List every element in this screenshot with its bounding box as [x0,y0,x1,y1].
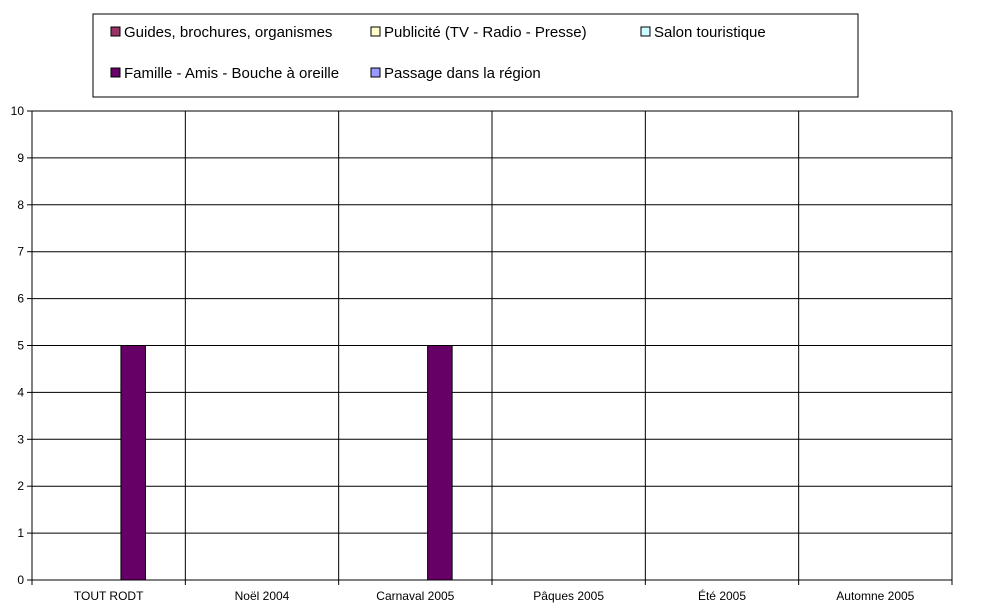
x-tick-label: Carnaval 2005 [376,589,454,603]
legend-swatch [110,26,121,37]
plot-area: 0 1 2 3 4 5 6 7 8 9 10 TOUT RODT Noël 2004 Carnaval 2… [11,104,953,603]
y-tick-label: 2 [17,479,24,493]
x-tick-label: Pâques 2005 [533,589,604,603]
legend-swatch [370,67,381,78]
y-tick-label: 9 [17,151,24,165]
legend-label: Publicité (TV - Radio - Presse) [384,24,587,41]
y-tick-label: 7 [17,245,24,259]
x-tick-label: Noël 2004 [235,589,290,603]
bar [427,345,453,581]
y-tick-label: 1 [17,526,24,540]
y-tick-label: 5 [17,339,24,353]
x-tick-label: Été 2005 [698,588,746,603]
legend-box [92,13,859,98]
y-tick-label: 3 [17,432,24,446]
x-tick-label: TOUT RODT [74,589,144,603]
legend-label: Salon touristique [654,24,766,41]
legend: Guides, brochures, organismes Publicité (… [92,13,859,98]
legend-swatch [640,26,651,37]
x-tick-label: Automne 2005 [836,589,914,603]
y-tick-label: 4 [17,385,24,399]
legend-label: Famille - Amis - Bouche à oreille [124,65,339,82]
legend-label: Passage dans la région [384,65,541,82]
y-tick-label: 10 [11,104,25,118]
y-tick-label: 8 [17,198,24,212]
bar [120,345,146,581]
y-tick-label: 6 [17,292,24,306]
legend-label: Guides, brochures, organismes [124,24,332,41]
y-tick-label: 0 [17,573,24,587]
legend-swatch [370,26,381,37]
legend-swatch [110,67,121,78]
